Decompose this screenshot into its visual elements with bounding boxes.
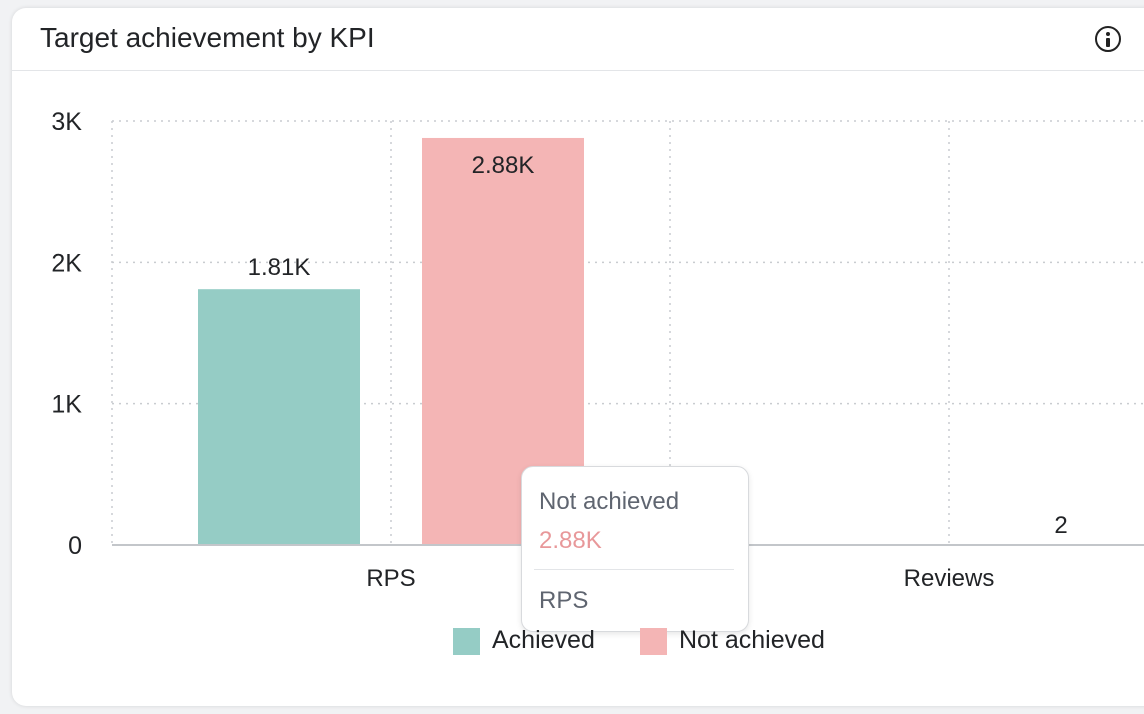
legend-label-not-achieved: Not achieved: [679, 626, 825, 654]
legend-swatch-not-achieved: [640, 628, 667, 655]
card-header: Target achievement by KPI: [12, 8, 1144, 71]
info-icon-dot: [1106, 32, 1110, 36]
tooltip-series-name: Not achieved: [539, 488, 680, 515]
chart-tooltip: Not achieved 2.88K RPS: [521, 466, 749, 632]
y-tick-label: 1K: [51, 391, 82, 419]
data-label: 2.88K: [472, 152, 535, 179]
legend-swatch-achieved: [453, 628, 480, 655]
data-label: 1.81K: [248, 254, 311, 281]
tooltip-category: RPS: [539, 587, 589, 614]
info-icon[interactable]: [1095, 26, 1121, 52]
info-icon-bar: [1106, 38, 1110, 47]
tooltip-value: 2.88K: [539, 527, 602, 554]
y-tick-label: 3K: [51, 108, 82, 136]
x-tick-label: Reviews: [904, 565, 995, 592]
card-title: Target achievement by KPI: [40, 22, 375, 53]
bar-achieved-rps: [198, 289, 360, 545]
x-tick-label: RPS: [366, 565, 415, 592]
y-tick-label: 0: [68, 532, 82, 560]
y-tick-label: 2K: [51, 249, 82, 277]
data-label: 2: [1054, 512, 1067, 539]
legend-label-achieved: Achieved: [492, 626, 595, 654]
tooltip-divider: [534, 569, 734, 570]
